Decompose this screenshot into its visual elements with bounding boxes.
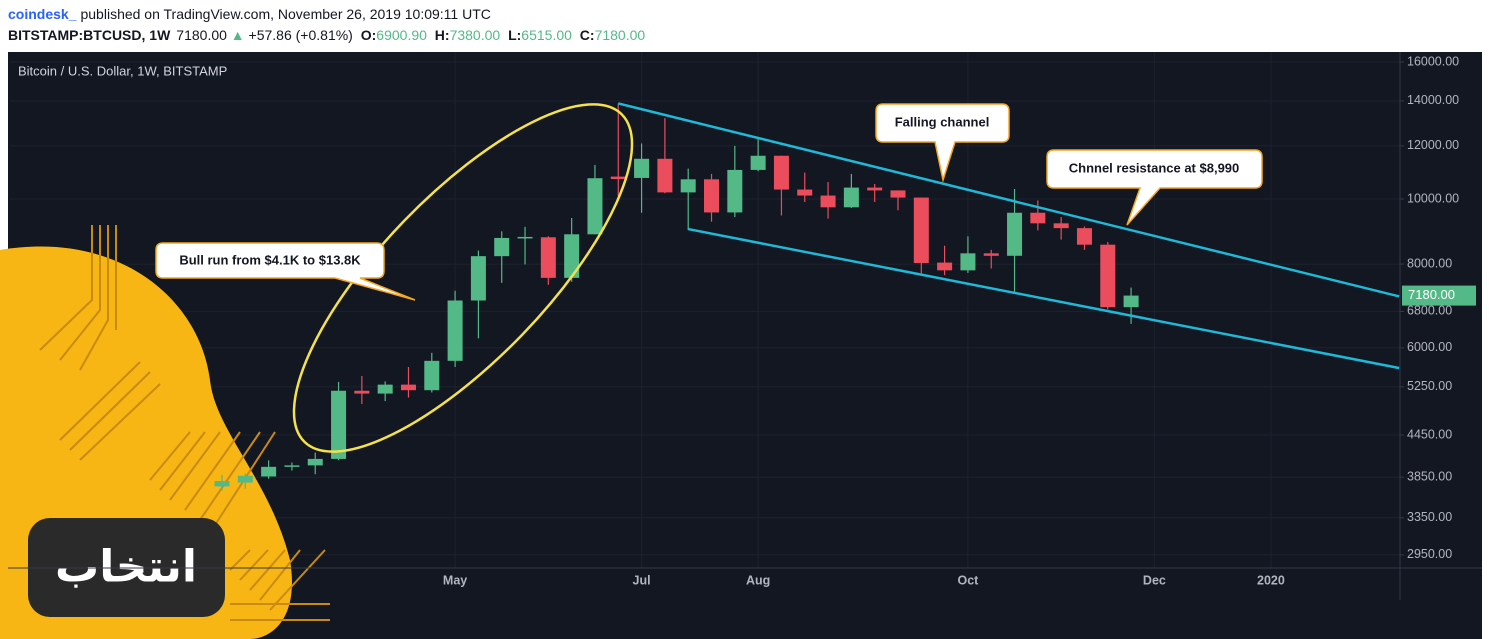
y-tick-label: 8000.00 (1407, 256, 1452, 270)
annotation-text: Falling channel (895, 114, 990, 129)
candle-body (937, 262, 953, 271)
y-tick-label: 3350.00 (1407, 510, 1452, 524)
x-tick-label: May (443, 573, 467, 587)
change-arrow: ▲ (230, 27, 245, 43)
y-tick-label: 16000.00 (1407, 54, 1459, 68)
candle-body (820, 195, 836, 208)
candle-body (657, 158, 673, 193)
candle-body (377, 384, 393, 394)
ohlc-label: O: (360, 27, 377, 43)
candle-body (400, 384, 416, 391)
candle-body (634, 158, 650, 178)
x-tick-label: Dec (1143, 573, 1166, 587)
candle-body (1007, 212, 1023, 256)
candle-body (470, 256, 486, 301)
callout: Falling channel (875, 103, 1010, 183)
ohlc-label: L: (508, 27, 522, 43)
last-price-label: 7180.00 (1408, 287, 1455, 302)
candle-body (1100, 244, 1116, 308)
symbol: BITSTAMP:BTCUSD, 1W (8, 27, 171, 43)
candle-body (214, 481, 230, 487)
candle-body (354, 390, 370, 394)
candle-body (727, 169, 743, 213)
candle-body (773, 155, 789, 190)
candle-body (960, 253, 976, 271)
y-tick-label: 10000.00 (1407, 191, 1459, 205)
candle-body (307, 458, 323, 466)
last-price: 7180.00 (176, 27, 227, 43)
plot (214, 102, 1400, 491)
candle-body (983, 253, 999, 256)
candle-body (447, 300, 463, 361)
logo-text: انتخاب (55, 543, 197, 592)
candle-body (913, 197, 929, 263)
ohlc-value: 6515.00 (521, 27, 572, 43)
candle-body (424, 360, 440, 391)
x-tick-label: 2020 (1257, 573, 1285, 587)
y-tick-label: 6000.00 (1407, 340, 1452, 354)
candle-body (1053, 223, 1069, 229)
y-tick-label: 14000.00 (1407, 93, 1459, 107)
y-tick-label: 4450.00 (1407, 427, 1452, 441)
candle-body (237, 475, 253, 483)
candle-body (494, 237, 510, 257)
candle-body (797, 189, 813, 196)
candle-body (1076, 228, 1092, 245)
annotation-text: Bull run from $4.1K to $13.8K (179, 252, 361, 267)
header: coindesk_ published on TradingView.com, N… (8, 4, 645, 46)
ohlc-label: H: (434, 27, 450, 43)
candle-body (261, 466, 277, 477)
change: +57.86 (+0.81%) (248, 27, 353, 43)
last-price-box (1402, 285, 1476, 306)
candle-body (540, 237, 556, 278)
candle-body (704, 179, 720, 213)
candle-body (517, 236, 533, 239)
y-tick-label: 5250.00 (1407, 379, 1452, 393)
grid (10, 52, 1400, 568)
y-tick-label: 3850.00 (1407, 470, 1452, 484)
trendline (617, 102, 1400, 298)
y-tick-label: 12000.00 (1407, 138, 1459, 152)
ohlc-value: 7180.00 (594, 27, 646, 43)
candle-body (680, 179, 696, 193)
ohlc-value: 7380.00 (449, 27, 501, 43)
candle-body (610, 176, 626, 180)
trendline (687, 227, 1400, 370)
publisher: coindesk_ (8, 6, 77, 22)
y-tick-label: 6800.00 (1407, 304, 1452, 318)
callout: Bull run from $4.1K to $13.8K (155, 242, 416, 301)
x-tick-label: Jul (633, 573, 651, 587)
candle-body (750, 155, 766, 170)
ohlc-label: C: (579, 27, 595, 43)
candle-body (587, 178, 603, 235)
x-tick-label: Oct (957, 573, 979, 587)
callout: Chnnel resistance at $8,990 (1046, 149, 1263, 226)
candle-body (843, 187, 859, 208)
header-line: BITSTAMP:BTCUSD, 1W 7180.00 ▲ +57.86 (+0.… (8, 25, 645, 46)
published-text: published on TradingView.com, November 2… (80, 6, 491, 22)
annotation-text: Chnnel resistance at $8,990 (1069, 160, 1240, 175)
candle-body (890, 190, 906, 198)
highlight-ellipse (292, 103, 634, 453)
candle-body (331, 390, 347, 459)
y-tick-label: 2950.00 (1407, 547, 1452, 561)
candle-body (867, 187, 883, 191)
x-tick-label: Aug (746, 573, 770, 587)
ohlc-value: 6900.90 (376, 27, 427, 43)
candle-body (1030, 212, 1046, 224)
candle-body (1123, 295, 1139, 308)
candle-body (284, 465, 300, 467)
candle-body (564, 234, 580, 278)
logo-circuits (39, 225, 330, 621)
header-line: coindesk_ published on TradingView.com, N… (8, 4, 645, 25)
chart-title: Bitcoin / U.S. Dollar, 1W, BITSTAMP (18, 63, 227, 78)
